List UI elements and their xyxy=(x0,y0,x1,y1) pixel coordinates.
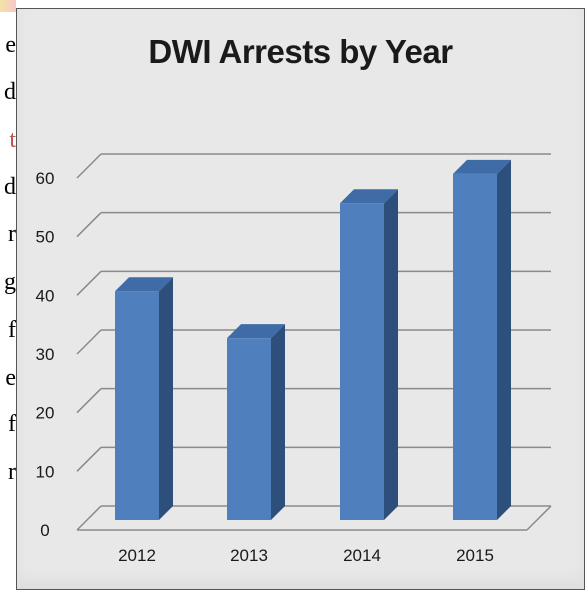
bar-2013 xyxy=(227,324,285,520)
background-text-fragment: d xyxy=(4,174,16,200)
bar-2012 xyxy=(115,277,173,520)
bar-2014 xyxy=(340,189,398,520)
background-text-fragment: r xyxy=(8,221,16,247)
x-axis-ticks: 2012 2013 2014 2015 xyxy=(118,546,494,565)
bar-front xyxy=(115,291,159,520)
background-decoration xyxy=(0,0,16,12)
background-text-fragment: t xyxy=(9,127,16,153)
gridline-side xyxy=(76,329,102,355)
gridline-side xyxy=(76,153,102,179)
bar-2015 xyxy=(453,159,511,520)
background-text-fragment: f xyxy=(8,317,16,343)
chart-plot: 0 10 20 30 40 50 60 2012 2013 2014 2015 xyxy=(36,153,552,565)
floor-edge xyxy=(526,505,552,531)
chart-title: DWI Arrests by Year xyxy=(148,33,453,70)
bar-front xyxy=(227,338,271,520)
x-tick-label: 2013 xyxy=(230,546,268,565)
bar-side xyxy=(271,324,285,520)
x-tick-label: 2012 xyxy=(118,546,156,565)
y-tick-label: 50 xyxy=(36,228,55,247)
bar-front xyxy=(340,203,384,520)
background-text-fragment: e xyxy=(5,365,16,391)
bars xyxy=(115,159,511,520)
y-tick-label: 20 xyxy=(36,404,55,423)
background-text-fragment: r xyxy=(8,459,16,485)
x-tick-label: 2015 xyxy=(456,546,494,565)
bar-top xyxy=(453,159,511,174)
y-tick-label: 10 xyxy=(36,462,55,481)
gridline-side xyxy=(76,505,102,531)
y-axis-ticks: 0 10 20 30 40 50 60 xyxy=(36,169,55,540)
gridline-side xyxy=(76,388,102,414)
bar-top xyxy=(115,277,173,292)
bar-front xyxy=(453,173,497,520)
y-tick-label: 30 xyxy=(36,345,55,364)
bar-side xyxy=(384,189,398,520)
y-tick-label: 40 xyxy=(36,286,55,305)
bar-top xyxy=(340,189,398,204)
gridline-side xyxy=(76,446,102,472)
y-tick-label: 60 xyxy=(36,169,55,188)
chart-panel: DWI Arrests by Year 0 10 20 30 40 50 60 2012 20… xyxy=(16,8,585,590)
y-tick-label: 0 xyxy=(40,521,49,540)
gridline-side xyxy=(76,270,102,296)
bar-side xyxy=(497,159,511,520)
background-text-fragment: f xyxy=(8,411,16,437)
background-text-fragment: d xyxy=(4,79,16,105)
bar-side xyxy=(159,277,173,520)
x-tick-label: 2014 xyxy=(343,546,381,565)
background-text-fragment: g xyxy=(4,269,16,295)
bar-top xyxy=(227,324,285,339)
gridline-side xyxy=(76,212,102,238)
background-text-fragment: e xyxy=(5,32,16,58)
